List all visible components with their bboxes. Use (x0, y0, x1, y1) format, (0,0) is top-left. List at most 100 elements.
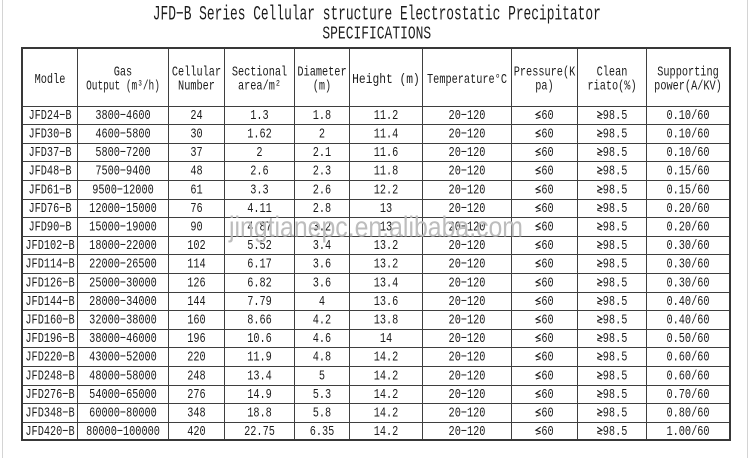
svg-text:3.6: 3.6 (313, 257, 331, 273)
svg-text:JFD144−B: JFD144−B (25, 294, 74, 310)
svg-text:43000−52000: 43000−52000 (89, 350, 157, 366)
svg-text:98.5: 98.5 (603, 257, 628, 273)
svg-text:(m): (m) (313, 78, 331, 94)
svg-text:60: 60 (541, 313, 553, 329)
svg-text:pa): pa) (535, 78, 553, 94)
svg-text:2.6: 2.6 (313, 183, 331, 199)
svg-text:JFD24−B: JFD24−B (28, 108, 71, 124)
svg-text:JFD420−B: JFD420−B (25, 424, 74, 440)
svg-text:7.79: 7.79 (247, 294, 272, 310)
svg-text:4.6: 4.6 (313, 331, 331, 347)
svg-text:14: 14 (380, 331, 392, 347)
svg-text:420: 420 (187, 424, 205, 440)
svg-text:1.62: 1.62 (247, 127, 272, 143)
svg-text:54000−65000: 54000−65000 (89, 387, 157, 403)
svg-text:2.3: 2.3 (313, 164, 331, 180)
svg-text:JFD37−B: JFD37−B (28, 145, 71, 161)
svg-text:Gas: Gas (114, 65, 132, 81)
svg-text:144: 144 (187, 294, 205, 310)
svg-text:196: 196 (187, 331, 205, 347)
svg-text:0.60/60: 0.60/60 (666, 350, 709, 366)
svg-text:13.8: 13.8 (374, 313, 399, 329)
svg-text:98.5: 98.5 (603, 350, 628, 366)
svg-text:20−120: 20−120 (449, 276, 486, 292)
svg-text:98.5: 98.5 (603, 276, 628, 292)
svg-text:60: 60 (541, 108, 553, 124)
svg-text:60: 60 (541, 406, 553, 422)
svg-text:25000−30000: 25000−30000 (89, 276, 157, 292)
svg-text:Diameter: Diameter (297, 65, 346, 81)
svg-text:5800−7200: 5800−7200 (95, 145, 150, 161)
svg-text:0.40/60: 0.40/60 (666, 294, 709, 310)
svg-text:14.2: 14.2 (374, 424, 399, 440)
svg-text:0.10/60: 0.10/60 (666, 127, 709, 143)
svg-text:JFD76−B: JFD76−B (28, 201, 71, 217)
svg-text:6.82: 6.82 (247, 276, 272, 292)
svg-text:0.10/60: 0.10/60 (666, 108, 709, 124)
svg-text:12000−15000: 12000−15000 (89, 201, 157, 217)
svg-text:area/m²: area/m² (238, 78, 281, 94)
svg-text:20−120: 20−120 (449, 257, 486, 273)
svg-text:60: 60 (541, 387, 553, 403)
svg-text:6.35: 6.35 (310, 424, 335, 440)
svg-text:11.9: 11.9 (247, 350, 272, 366)
svg-text:JFD160−B: JFD160−B (25, 313, 74, 329)
svg-text:98.5: 98.5 (603, 127, 628, 143)
svg-text:114: 114 (187, 257, 205, 273)
svg-text:20−120: 20−120 (449, 331, 486, 347)
svg-text:5.8: 5.8 (313, 406, 331, 422)
svg-text:0.10/60: 0.10/60 (666, 145, 709, 161)
svg-text:JFD−B Series Cellular structur: JFD−B Series Cellular structure Electros… (153, 4, 601, 27)
svg-text:Modle: Modle (35, 72, 66, 88)
svg-text:10.6: 10.6 (247, 331, 272, 347)
svg-text:4: 4 (319, 294, 325, 310)
svg-text:20−120: 20−120 (449, 108, 486, 124)
svg-text:98.5: 98.5 (603, 238, 628, 254)
svg-text:18.8: 18.8 (247, 406, 272, 422)
svg-text:18000−22000: 18000−22000 (89, 238, 157, 254)
svg-text:60: 60 (541, 331, 553, 347)
svg-text:98.5: 98.5 (603, 406, 628, 422)
svg-text:9500−12000: 9500−12000 (92, 183, 154, 199)
svg-text:1.8: 1.8 (313, 108, 331, 124)
svg-text:98.5: 98.5 (603, 201, 628, 217)
svg-text:0.60/60: 0.60/60 (666, 369, 709, 385)
svg-text:126: 126 (187, 276, 205, 292)
svg-text:98.5: 98.5 (603, 313, 628, 329)
svg-text:4.11: 4.11 (247, 201, 272, 217)
svg-text:0.40/60: 0.40/60 (666, 313, 709, 329)
svg-text:80000−100000: 80000−100000 (86, 424, 160, 440)
svg-text:0.20/60: 0.20/60 (666, 220, 709, 236)
svg-text:22000−26500: 22000−26500 (89, 257, 157, 273)
svg-text:0.30/60: 0.30/60 (666, 238, 709, 254)
svg-text:power(A/KV): power(A/KV) (654, 78, 722, 94)
svg-text:98.5: 98.5 (603, 164, 628, 180)
svg-text:Output (m³/h): Output (m³/h) (86, 78, 160, 94)
svg-text:6.17: 6.17 (247, 257, 272, 273)
svg-text:60: 60 (541, 257, 553, 273)
svg-text:20−120: 20−120 (449, 238, 486, 254)
svg-text:Pressure(K: Pressure(K (514, 65, 576, 81)
svg-text:61: 61 (190, 183, 202, 199)
svg-text:JFD102−B: JFD102−B (25, 238, 74, 254)
svg-text:Height (m): Height (m) (352, 72, 420, 88)
svg-text:11.4: 11.4 (374, 127, 399, 143)
svg-text:14.2: 14.2 (374, 406, 399, 422)
svg-text:28000−34000: 28000−34000 (89, 294, 157, 310)
svg-text:98.5: 98.5 (603, 220, 628, 236)
svg-text:13.4: 13.4 (247, 369, 272, 385)
svg-text:13.6: 13.6 (374, 294, 399, 310)
svg-text:20−120: 20−120 (449, 406, 486, 422)
svg-text:0.50/60: 0.50/60 (666, 331, 709, 347)
svg-text:11.8: 11.8 (374, 164, 399, 180)
svg-text:JFD220−B: JFD220−B (25, 350, 74, 366)
svg-text:JFD348−B: JFD348−B (25, 406, 74, 422)
svg-text:220: 220 (187, 350, 205, 366)
svg-text:Temperature°C: Temperature°C (427, 72, 507, 88)
svg-text:14.2: 14.2 (374, 387, 399, 403)
svg-text:60: 60 (541, 350, 553, 366)
svg-text:160: 160 (187, 313, 205, 329)
svg-text:JFD114−B: JFD114−B (25, 257, 74, 273)
svg-text:20−120: 20−120 (449, 220, 486, 236)
svg-text:riato(%): riato(%) (587, 78, 636, 94)
